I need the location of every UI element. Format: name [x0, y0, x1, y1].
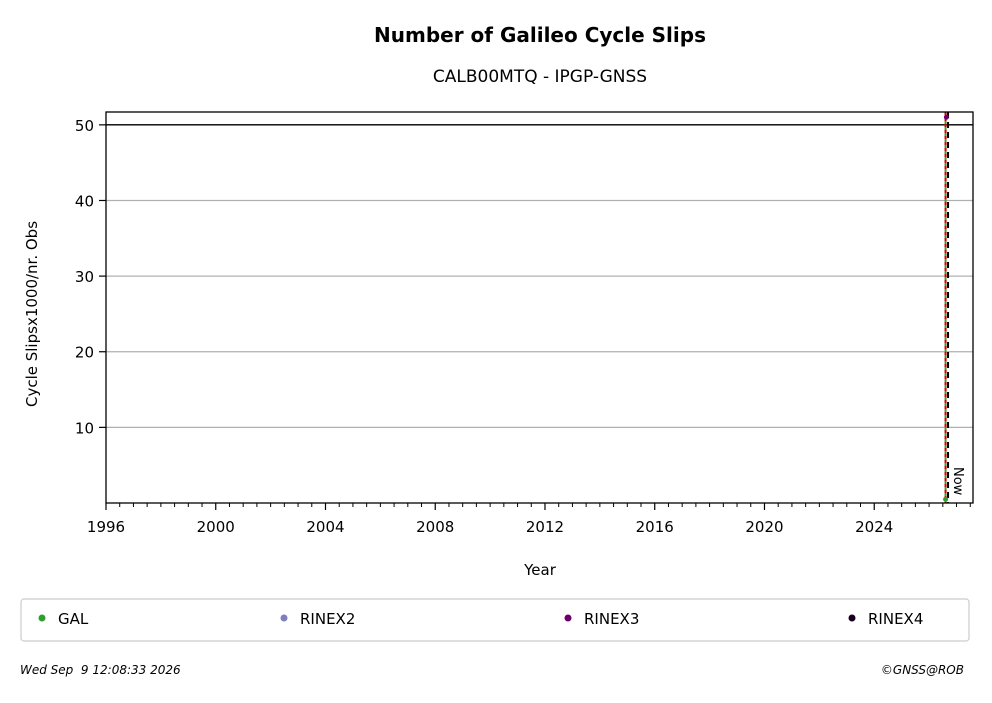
x-tick-label: 1996 [87, 518, 125, 536]
legend: GAL RINEX2 RINEX3 RINEX4 [38, 610, 923, 628]
x-tick-label: 2016 [636, 518, 674, 536]
x-tick-label: 2008 [416, 518, 454, 536]
x-tick-label: 2012 [526, 518, 564, 536]
footer-copyright: ©GNSS@ROB [881, 663, 964, 677]
chart-title: Number of Galileo Cycle Slips [374, 23, 706, 47]
y-tick-label: 30 [75, 268, 94, 286]
y-tick-label: 40 [75, 192, 94, 210]
legend-label-rinex3: RINEX3 [584, 610, 639, 628]
legend-box [20, 598, 970, 642]
legend-label-rinex4: RINEX4 [868, 610, 923, 628]
x-tick-label: 2000 [197, 518, 235, 536]
data-point-gal [943, 496, 949, 502]
y-tick-label: 50 [75, 117, 94, 135]
legend-marker-rinex2 [280, 614, 288, 622]
y-axis-label: Cycle Slipsx1000/nr. Obs [23, 221, 41, 407]
footer-timestamp: Wed Sep 9 12:08:33 2026 [20, 663, 181, 677]
legend-marker-gal [38, 614, 46, 622]
legend-marker-rinex3 [564, 614, 572, 622]
x-tick-label: 2020 [745, 518, 783, 536]
x-axis-label: Year [523, 561, 557, 579]
y-tick-label: 10 [75, 419, 94, 437]
x-tick-label: 2004 [306, 518, 344, 536]
chart-subtitle: CALB00MTQ - IPGP-GNSS [433, 67, 647, 87]
plot-frame [105, 111, 974, 504]
legend-label-gal: GAL [58, 610, 89, 628]
legend-marker-rinex4 [848, 614, 856, 622]
data-point-rinex3 [943, 114, 949, 120]
x-tick-label: 2024 [855, 518, 893, 536]
plot-area: Now 1996 2000 2004 2008 2012 2016 2020 2024 10 20 3… [75, 111, 974, 536]
y-tick-label: 20 [75, 344, 94, 362]
now-label: Now [950, 467, 965, 496]
legend-label-rinex2: RINEX2 [300, 610, 355, 628]
